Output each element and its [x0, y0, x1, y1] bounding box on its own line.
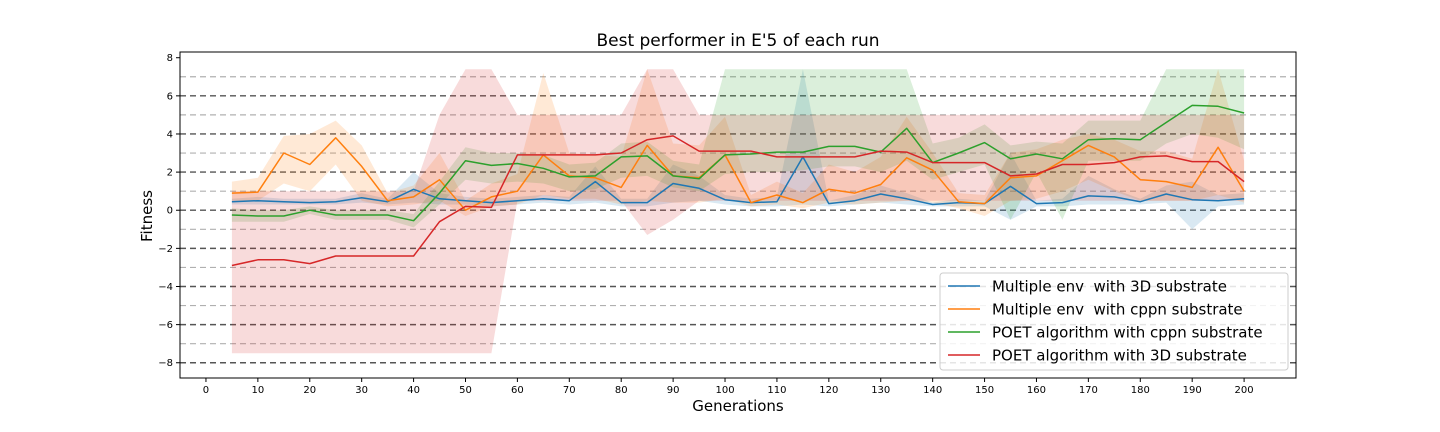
- x-tick-label: 40: [407, 385, 420, 396]
- x-tick-label: 130: [871, 385, 890, 396]
- chart-title: Best performer in E'5 of each run: [596, 31, 879, 51]
- y-tick-label: −2: [158, 244, 173, 255]
- series-line: [231, 135, 1245, 267]
- x-tick-label: 50: [459, 385, 472, 396]
- y-tick-label: 4: [167, 129, 173, 140]
- x-tick-label: 80: [615, 385, 628, 396]
- x-tick-label: 140: [923, 385, 942, 396]
- legend-box: [939, 272, 1289, 371]
- confidence-band: [231, 69, 1245, 354]
- x-tick-label: 60: [511, 385, 524, 396]
- confidence-band: [231, 69, 1245, 230]
- x-tick-label: 170: [1079, 385, 1098, 396]
- plot-frame: [179, 51, 1297, 379]
- x-tick-label: 190: [1183, 385, 1202, 396]
- confidence-band: [231, 69, 1245, 228]
- x-tick-label: 180: [1131, 385, 1150, 396]
- y-tick-label: 0: [167, 206, 173, 217]
- y-tick-label: 2: [167, 168, 173, 179]
- x-tick-label: 0: [203, 385, 209, 396]
- confidence-bands: [231, 69, 1245, 354]
- x-tick-label: 100: [715, 385, 734, 396]
- x-tick-label: 120: [819, 385, 838, 396]
- x-tick-label: 150: [975, 385, 994, 396]
- y-axis-label: Fitness: [138, 190, 156, 242]
- series-lines: [231, 104, 1245, 267]
- legend-label: POET algorithm with 3D substrate: [992, 347, 1247, 365]
- x-tick-label: 70: [563, 385, 576, 396]
- y-tick-label: −4: [158, 282, 173, 293]
- legend-label: Multiple env with 3D substrate: [992, 278, 1227, 296]
- y-tick-label: −8: [158, 358, 173, 369]
- legend-label: POET algorithm with cppn substrate: [992, 324, 1263, 342]
- legend-label: Multiple env with cppn substrate: [992, 301, 1243, 319]
- series-line: [231, 156, 1245, 206]
- x-tick-label: 200: [1235, 385, 1254, 396]
- y-tick-label: 6: [167, 91, 173, 102]
- x-axis-label: Generations: [692, 397, 784, 415]
- x-tick-label: 110: [767, 385, 786, 396]
- y-tick-label: −6: [158, 320, 173, 331]
- y-axis-ticks: −8 −6 −4 −2 0 2 4 6 8: [158, 53, 180, 369]
- confidence-band: [231, 69, 1245, 216]
- x-tick-label: 20: [303, 385, 316, 396]
- series-line: [231, 104, 1245, 222]
- x-axis-ticks: 0 10 20 30 40 50 60 70 80 90 100 110 120 130 140 150 160…: [203, 378, 1254, 396]
- x-tick-label: 90: [667, 385, 680, 396]
- y-tick-label: 8: [167, 53, 173, 64]
- legend: Multiple env with 3D substrate Multiple e…: [939, 272, 1289, 371]
- x-tick-label: 160: [1027, 385, 1046, 396]
- x-tick-label: 10: [251, 385, 264, 396]
- x-tick-label: 30: [355, 385, 368, 396]
- series-line: [231, 137, 1245, 211]
